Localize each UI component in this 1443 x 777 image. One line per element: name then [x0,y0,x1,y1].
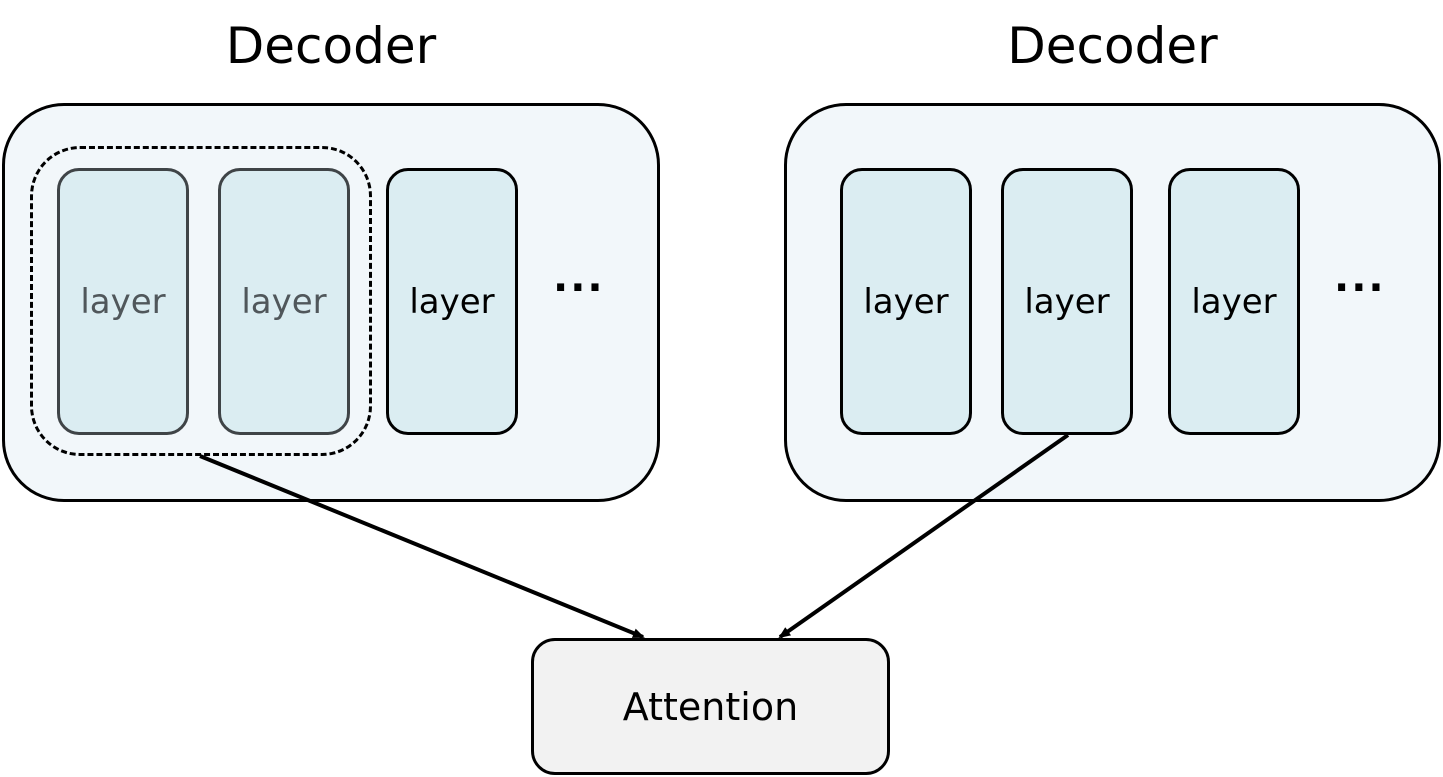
arrow-left-to-attention [200,456,643,637]
arrow-right-to-attention [780,435,1068,637]
